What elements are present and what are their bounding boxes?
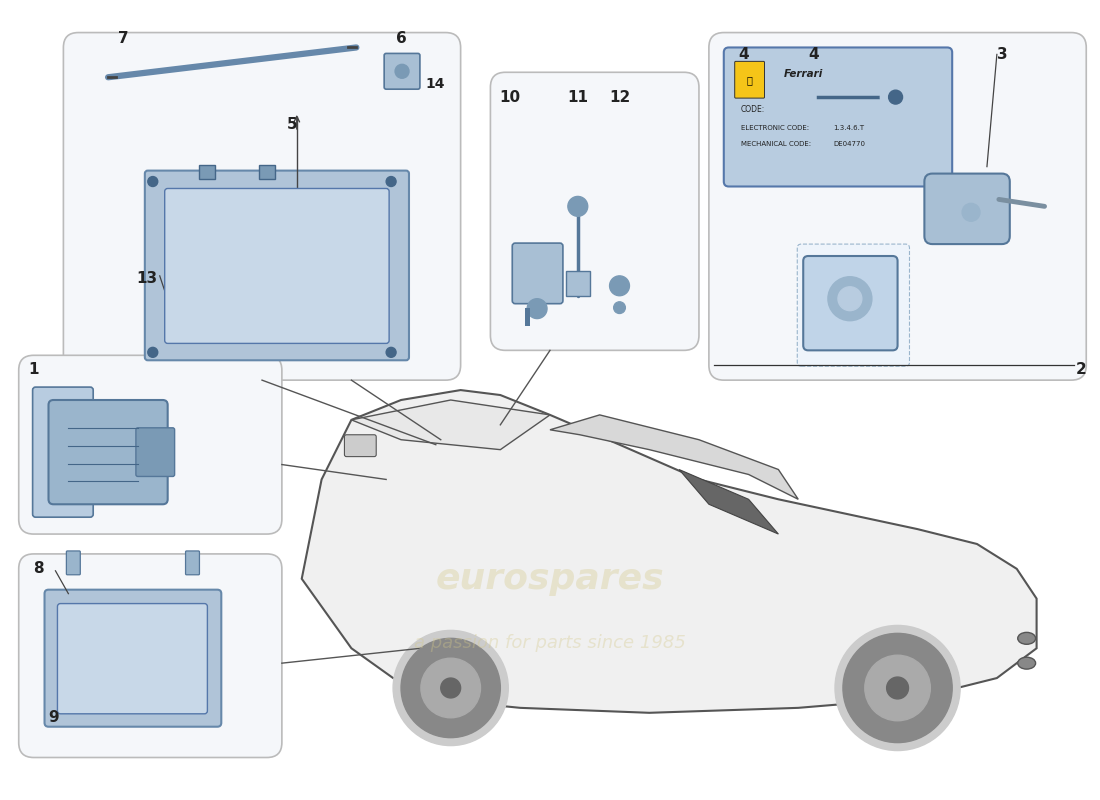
Text: 9: 9 xyxy=(48,710,58,725)
Circle shape xyxy=(395,64,409,78)
Text: MECHANICAL CODE:: MECHANICAL CODE: xyxy=(740,141,811,146)
Polygon shape xyxy=(679,470,779,534)
FancyBboxPatch shape xyxy=(66,551,80,574)
FancyBboxPatch shape xyxy=(57,603,208,714)
FancyBboxPatch shape xyxy=(513,243,563,304)
Text: ELECTRONIC CODE:: ELECTRONIC CODE: xyxy=(740,125,808,131)
FancyBboxPatch shape xyxy=(64,33,461,380)
FancyBboxPatch shape xyxy=(33,387,94,517)
Circle shape xyxy=(887,677,909,699)
Circle shape xyxy=(568,197,587,216)
FancyBboxPatch shape xyxy=(186,551,199,574)
FancyBboxPatch shape xyxy=(19,554,282,758)
Circle shape xyxy=(609,276,629,296)
Text: 4: 4 xyxy=(738,47,749,62)
Text: 11: 11 xyxy=(568,90,588,105)
Circle shape xyxy=(865,655,931,721)
Polygon shape xyxy=(351,400,550,450)
Bar xyxy=(199,165,216,178)
FancyBboxPatch shape xyxy=(48,400,167,504)
Text: 6: 6 xyxy=(396,30,407,46)
Text: 7: 7 xyxy=(118,30,129,46)
Circle shape xyxy=(835,626,960,750)
FancyBboxPatch shape xyxy=(136,428,175,477)
FancyBboxPatch shape xyxy=(798,244,910,366)
FancyBboxPatch shape xyxy=(708,33,1086,380)
Polygon shape xyxy=(301,390,1036,713)
FancyBboxPatch shape xyxy=(44,590,221,726)
FancyBboxPatch shape xyxy=(924,174,1010,244)
Circle shape xyxy=(386,347,396,358)
Ellipse shape xyxy=(1018,632,1035,644)
Circle shape xyxy=(881,82,911,112)
Circle shape xyxy=(843,634,953,742)
Circle shape xyxy=(962,203,980,222)
FancyBboxPatch shape xyxy=(735,62,764,98)
Text: 1: 1 xyxy=(29,362,38,378)
Bar xyxy=(258,165,275,178)
Circle shape xyxy=(614,302,626,314)
FancyBboxPatch shape xyxy=(803,256,898,350)
FancyBboxPatch shape xyxy=(145,170,409,360)
Circle shape xyxy=(402,638,500,738)
Text: DE04770: DE04770 xyxy=(833,141,865,146)
Ellipse shape xyxy=(1018,658,1035,669)
FancyBboxPatch shape xyxy=(724,47,953,186)
Text: 8: 8 xyxy=(33,561,44,576)
Text: 10: 10 xyxy=(499,90,520,105)
Circle shape xyxy=(147,347,157,358)
Text: 1.3.4.6.T: 1.3.4.6.T xyxy=(833,125,865,131)
Text: a passion for parts since 1985: a passion for parts since 1985 xyxy=(414,634,686,652)
Circle shape xyxy=(838,286,861,310)
Polygon shape xyxy=(550,415,799,499)
Bar xyxy=(525,308,530,326)
Text: 5: 5 xyxy=(287,117,297,132)
Text: Ferrari: Ferrari xyxy=(783,70,823,79)
Circle shape xyxy=(386,177,396,186)
Text: 13: 13 xyxy=(136,271,157,286)
FancyBboxPatch shape xyxy=(491,72,698,350)
Text: 3: 3 xyxy=(997,47,1008,62)
Text: CODE:: CODE: xyxy=(740,105,764,114)
Circle shape xyxy=(421,658,481,718)
FancyBboxPatch shape xyxy=(344,434,376,457)
FancyBboxPatch shape xyxy=(19,355,282,534)
FancyBboxPatch shape xyxy=(165,189,389,343)
Text: eurospares: eurospares xyxy=(436,562,664,596)
Circle shape xyxy=(147,177,157,186)
Circle shape xyxy=(828,277,871,321)
Circle shape xyxy=(527,298,547,318)
Circle shape xyxy=(393,630,508,746)
Text: 12: 12 xyxy=(609,90,630,105)
Circle shape xyxy=(889,90,902,104)
Text: 14: 14 xyxy=(426,78,446,91)
Bar xyxy=(565,271,590,296)
Text: 🐎: 🐎 xyxy=(747,75,752,86)
FancyBboxPatch shape xyxy=(384,54,420,89)
Circle shape xyxy=(441,678,461,698)
Text: 4: 4 xyxy=(807,47,818,62)
Text: 2: 2 xyxy=(1076,362,1087,378)
